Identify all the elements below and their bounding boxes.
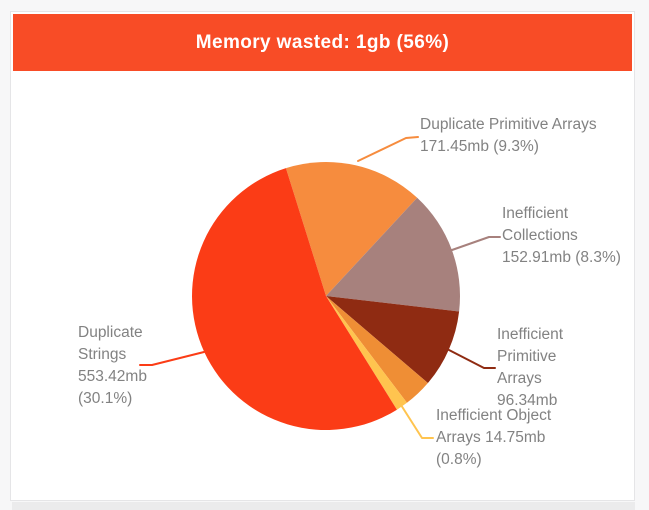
slice-label-line: Arrays 14.75mb [436,429,546,446]
pie-slice-duplicate-strings[interactable] [192,168,397,430]
slice-label-line: Inefficient Object [436,407,552,424]
slice-label-line: Duplicate [78,324,143,341]
next-section-top-edge [12,502,635,510]
slice-label-line: 171.45mb (9.3%) [420,138,539,155]
slice-label-line: Inefficient [502,205,569,222]
leader-line-inefficient-primitive-arrays [448,349,496,369]
leader-line-inefficient-collections [451,236,501,251]
chart-title-banner: Memory wasted: 1gb (56%) [13,14,632,71]
pie-slice-inefficient-collections[interactable] [326,197,460,312]
slice-label-line: Strings [78,346,127,363]
slice-label-inefficient-primitive-arrays: Inefficient Primitive Arrays 96.34mb [497,324,563,412]
slice-label-line: (30.1%) [78,390,133,407]
leader-line-inefficient-object-arrays [400,404,434,439]
slice-label-duplicate-strings: Duplicate Strings 553.42mb (30.1%) [78,322,147,410]
slice-label-inefficient-object-arrays: Inefficient Object Arrays 14.75mb (0.8%) [436,405,551,471]
slice-label-line: 553.42mb [78,368,147,385]
pie-slice-inefficient-primitive-arrays[interactable] [326,296,460,384]
slice-label-inefficient-collections: Inefficient Collections 152.91mb (8.3%) [502,203,621,269]
slice-label-duplicate-primitive-arrays: Duplicate Primitive Arrays 171.45mb (9.3%… [420,114,597,158]
slice-label-line: Collections [502,227,578,244]
slice-label-line: (0.8%) [436,451,482,468]
slice-label-line: Inefficient [497,326,564,343]
leader-line-duplicate-strings [139,351,205,366]
leader-line-duplicate-primitive-arrays [357,136,419,162]
chart-title: Memory wasted: 1gb (56%) [195,31,450,53]
slice-label-line: 152.91mb (8.3%) [502,249,621,266]
pie-slice-unlabeled[interactable] [326,296,428,403]
pie-slice-inefficient-object-arrays[interactable] [326,296,407,410]
slice-label-line: 96.34mb [497,392,558,409]
slice-label-line: Arrays [497,370,542,387]
slice-label-line: Duplicate Primitive Arrays [420,116,597,133]
slice-label-line: Primitive [497,348,557,365]
pie-slice-duplicate-primitive-arrays[interactable] [285,162,418,296]
